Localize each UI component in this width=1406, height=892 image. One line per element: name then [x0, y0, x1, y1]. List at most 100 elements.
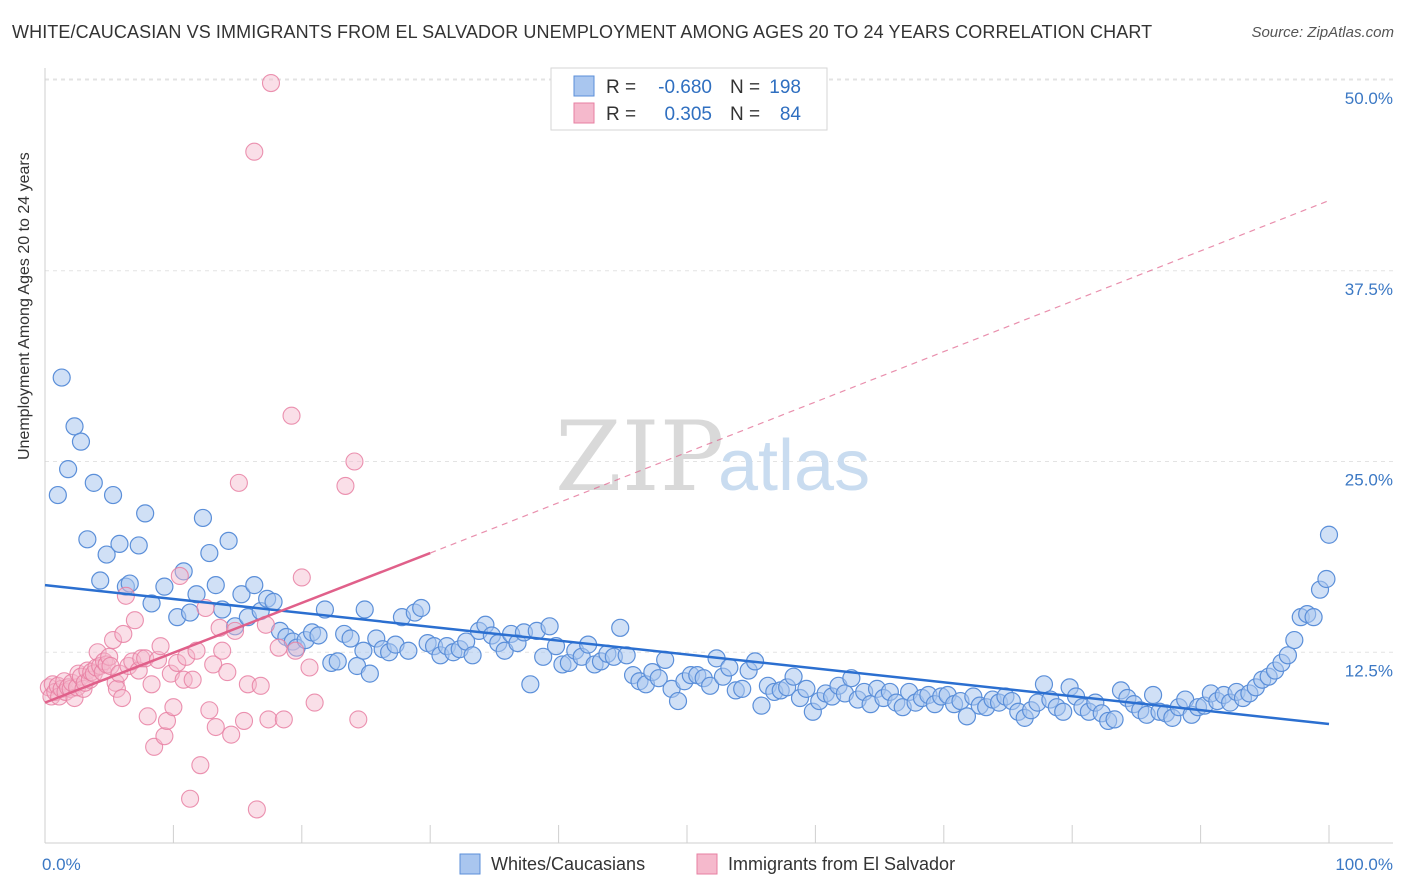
- watermark-atlas: atlas: [718, 426, 870, 506]
- point-el-salvador: [305, 693, 324, 712]
- point-whites: [1285, 630, 1304, 650]
- point-whites: [720, 658, 739, 677]
- point-el-salvador: [142, 675, 161, 694]
- point-whites: [71, 432, 91, 451]
- point-el-salvador: [114, 624, 133, 643]
- point-el-salvador: [300, 658, 319, 677]
- y-tick-labels: 12.5% 25.0% 37.5% 50.0%: [1345, 89, 1393, 680]
- point-el-salvador: [245, 142, 264, 161]
- point-whites: [1034, 675, 1054, 694]
- point-whites: [1304, 608, 1323, 627]
- point-el-salvador: [168, 653, 187, 672]
- point-whites: [797, 679, 816, 698]
- point-whites: [129, 536, 148, 555]
- point-whites: [701, 676, 720, 695]
- point-whites: [200, 543, 219, 563]
- bottom-legend-label-whites: Whites/Caucasians: [491, 854, 645, 874]
- point-el-salvador: [206, 717, 225, 737]
- y-tick-label: 25.0%: [1345, 471, 1393, 490]
- point-el-salvador: [251, 676, 270, 695]
- bottom-legend-label-el-salvador: Immigrants from El Salvador: [728, 854, 955, 874]
- x-tick-label: 0.0%: [42, 855, 81, 874]
- source-label: Source: ZipAtlas.com: [1251, 24, 1394, 41]
- point-whites: [110, 534, 129, 554]
- legend-swatch-blue: [573, 75, 595, 97]
- point-el-salvador: [181, 789, 200, 808]
- legend-box: R = -0.680 N = 198 R = 0.305 N = 84: [550, 67, 828, 131]
- point-whites: [412, 598, 431, 618]
- point-el-salvador: [213, 641, 232, 660]
- point-whites: [1317, 569, 1336, 589]
- legend-r-label: R =: [606, 77, 636, 98]
- point-whites: [1054, 702, 1073, 721]
- point-whites: [784, 667, 803, 686]
- point-whites: [187, 585, 206, 604]
- point-el-salvador: [100, 647, 119, 666]
- point-whites: [136, 504, 155, 523]
- point-whites: [97, 545, 116, 564]
- point-el-salvador: [292, 568, 311, 587]
- point-el-salvador: [151, 637, 170, 656]
- point-el-salvador: [345, 452, 364, 471]
- point-el-salvador: [200, 701, 219, 720]
- point-el-salvador: [191, 756, 210, 775]
- point-whites: [1105, 710, 1124, 729]
- series-el-salvador-points: [39, 74, 368, 819]
- point-el-salvador: [88, 643, 107, 662]
- axes: [44, 68, 1393, 844]
- point-el-salvador: [234, 711, 254, 730]
- watermark: ZIP atlas: [555, 401, 870, 513]
- legend-n-label: N =: [730, 104, 760, 125]
- point-whites: [84, 473, 103, 492]
- point-whites: [354, 641, 373, 660]
- bottom-legend: Whites/Caucasians Immigrants from El Sal…: [459, 853, 955, 875]
- point-el-salvador: [336, 476, 355, 495]
- point-whites: [649, 669, 668, 688]
- point-whites: [355, 600, 374, 619]
- point-whites: [328, 652, 347, 671]
- point-el-salvador: [274, 710, 293, 729]
- trend-line-el-salvador: [44, 551, 431, 704]
- point-whites: [1278, 646, 1298, 665]
- point-el-salvador: [229, 473, 248, 492]
- chart-title: WHITE/CAUCASIAN VS IMMIGRANTS FROM EL SA…: [12, 22, 1153, 42]
- point-el-salvador: [104, 630, 123, 650]
- y-tick-label: 50.0%: [1345, 89, 1393, 108]
- point-el-salvador: [125, 611, 144, 630]
- bottom-legend-swatch-blue: [459, 853, 481, 875]
- point-whites: [540, 617, 559, 636]
- bottom-legend-swatch-pink: [696, 853, 718, 875]
- point-whites: [155, 577, 174, 596]
- point-el-salvador: [261, 74, 281, 93]
- point-whites: [206, 576, 225, 595]
- point-whites: [48, 485, 67, 505]
- point-whites: [78, 530, 97, 549]
- point-whites: [1319, 525, 1339, 544]
- point-whites: [957, 707, 977, 726]
- y-tick-label: 12.5%: [1345, 661, 1393, 680]
- y-tick-label: 37.5%: [1345, 280, 1393, 299]
- legend-frame: [550, 67, 828, 131]
- point-el-salvador: [282, 406, 301, 425]
- point-whites: [521, 675, 540, 694]
- point-el-salvador: [112, 688, 132, 708]
- point-whites: [193, 508, 213, 528]
- point-whites: [232, 585, 251, 604]
- point-el-salvador: [259, 710, 278, 729]
- point-whites: [399, 641, 418, 660]
- point-el-salvador: [170, 566, 189, 586]
- trend-line-whites: [44, 583, 1330, 726]
- legend-swatch-pink: [573, 102, 595, 124]
- legend-r-value: 0.305: [664, 104, 712, 125]
- x-tick-labels: 0.0% 100.0%: [42, 855, 1393, 874]
- trend-overlay: [44, 551, 1330, 726]
- point-whites: [103, 485, 123, 505]
- point-whites: [142, 594, 161, 613]
- grid-lines: [45, 78, 1393, 653]
- point-el-salvador: [138, 707, 157, 726]
- point-whites: [752, 696, 771, 715]
- legend-r-value: -0.680: [658, 77, 712, 98]
- point-whites: [52, 368, 71, 387]
- point-whites: [65, 417, 84, 436]
